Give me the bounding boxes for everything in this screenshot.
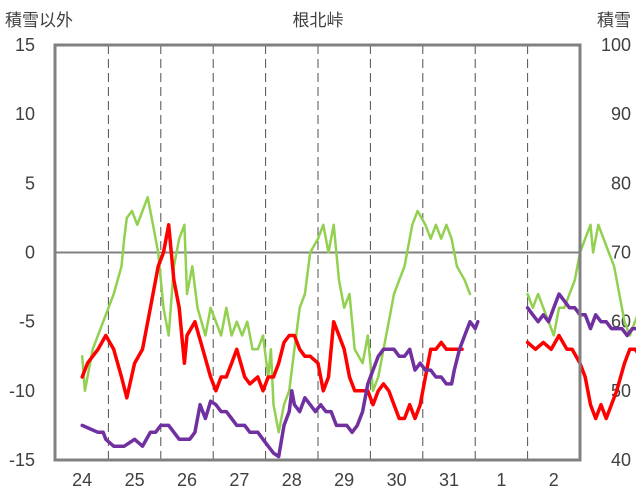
y-left-tick-label: -10 [9,381,35,401]
left-axis-title: 積雪以外 [5,11,73,30]
y-right-tick-label: 70 [611,243,631,263]
y-right-tick-label: 40 [611,450,631,470]
x-tick-label: 31 [439,470,459,490]
series-3-line [80,319,480,459]
series-1-line [80,195,472,434]
y-left-tick-label: -5 [19,312,35,332]
y-left-tick-label: 0 [25,243,35,263]
series-2-line [80,223,464,421]
y-right-tick-label: 90 [611,104,631,124]
chart-title: 根北峠 [293,11,344,30]
x-tick-label: 2 [549,470,559,490]
y-left-tick-label: 15 [15,35,35,55]
x-tick-label: 26 [177,470,197,490]
x-tick-label: 29 [334,470,354,490]
y-left-tick-label: 10 [15,104,35,124]
x-tick-label: 1 [496,470,506,490]
right-axis-title: 積雪 [597,11,631,30]
series-1-line [526,223,636,337]
x-tick-label: 24 [72,470,92,490]
y-right-tick-label: 100 [601,35,631,55]
plot-frame [53,43,582,462]
x-tick-label: 30 [387,470,407,490]
x-tick-label: 28 [282,470,302,490]
y-left-tick-label: 5 [25,173,35,193]
x-tick-label: 25 [125,470,145,490]
y-right-tick-label: 80 [611,173,631,193]
y-left-tick-label: -15 [9,450,35,470]
series-2-line [525,333,636,421]
x-tick-label: 27 [229,470,249,490]
series-3-line [525,292,636,338]
